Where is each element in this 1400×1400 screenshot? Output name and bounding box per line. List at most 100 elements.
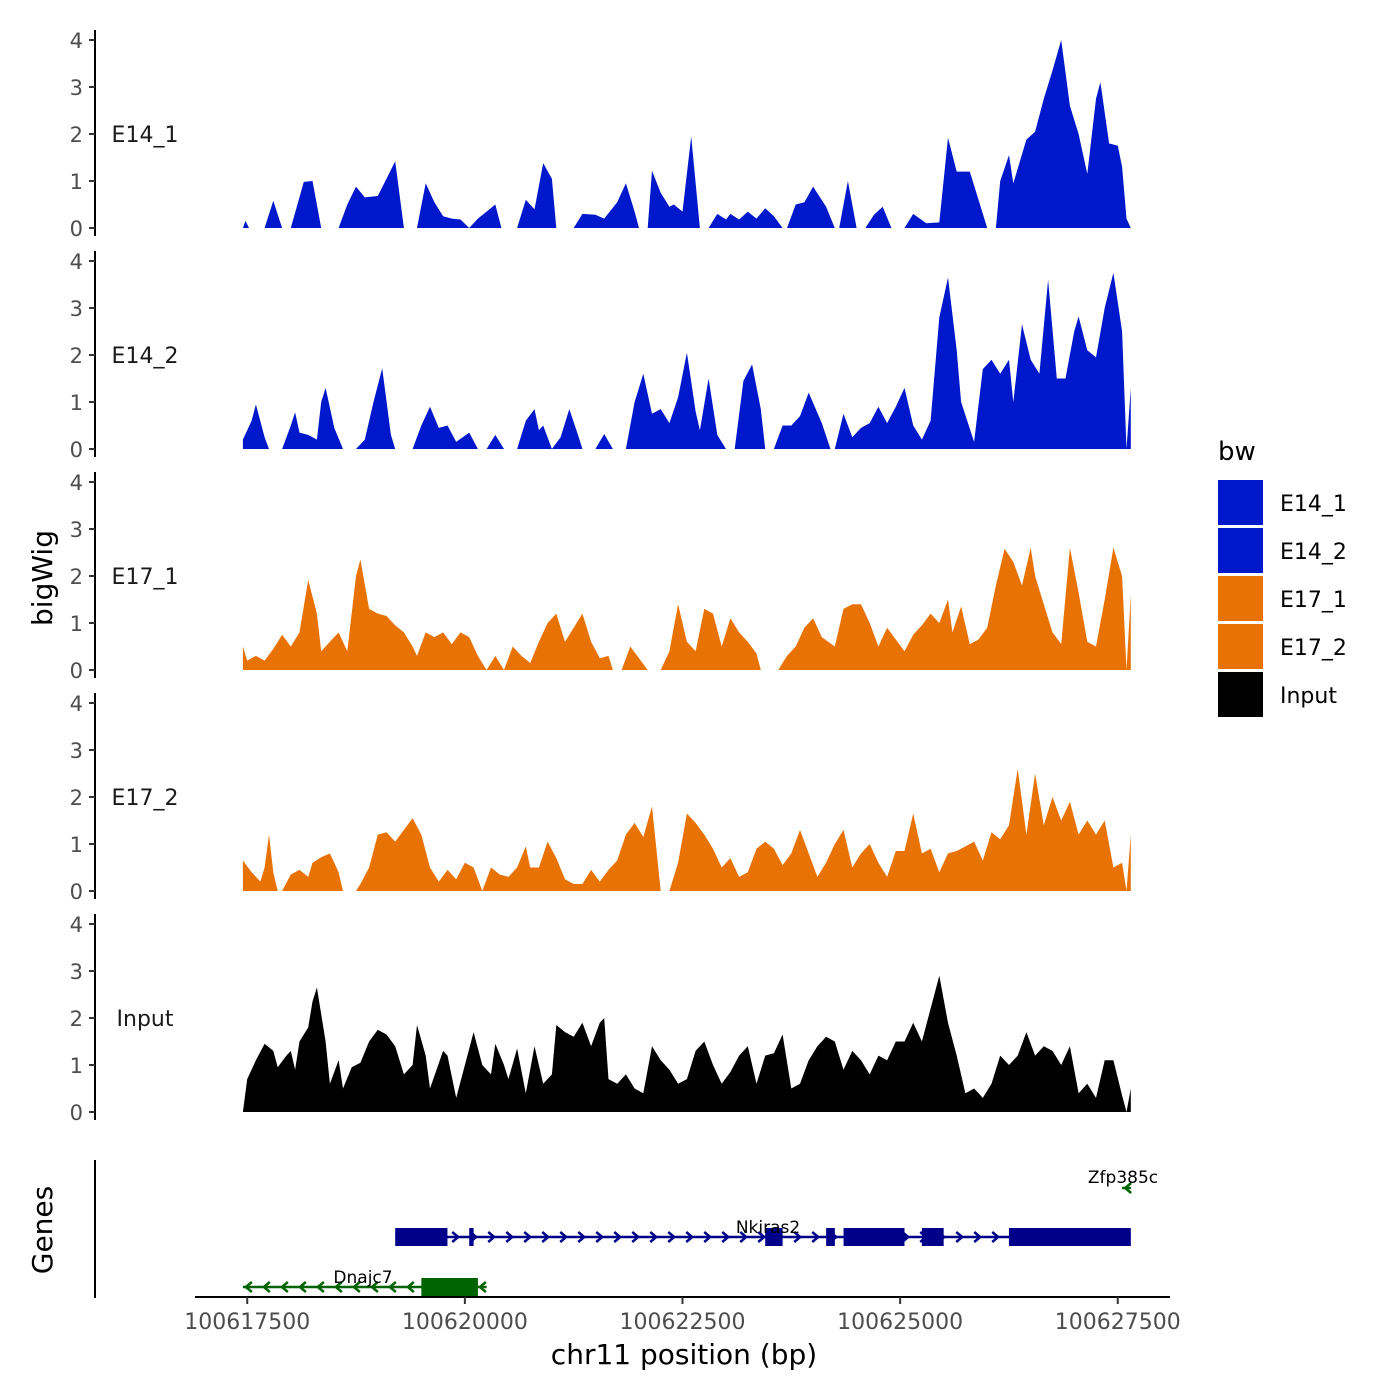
strand-arrow: [595, 1231, 605, 1243]
gene-Zfp385c: Zfp385c: [1088, 1168, 1158, 1194]
legend-label: E17_1: [1280, 588, 1347, 613]
genes-panel-title: Genes: [26, 1186, 59, 1274]
track-label: E17_1: [112, 565, 179, 590]
x-axis: 100617500 100620000 100622500 100625000 1006…: [184, 1296, 1181, 1335]
gene-label: Nkiras2: [736, 1218, 800, 1238]
y-tick-label: 4: [70, 692, 83, 716]
strand-arrow: [487, 1231, 497, 1243]
y-tick-label: 4: [70, 250, 83, 274]
legend-key-Input: [1218, 672, 1263, 717]
legend-key-E17_1: [1218, 576, 1263, 621]
exon: [826, 1228, 835, 1246]
strand-arrow: [739, 1231, 749, 1243]
y-tick-label: 0: [70, 217, 83, 241]
track-E14_2: 0 1 2 3 4 E14_2: [70, 250, 1131, 462]
track-label: E14_2: [112, 344, 179, 369]
area-E17_2: [242, 768, 1131, 891]
x-tick-label: 100620000: [402, 1310, 528, 1335]
gene-label: Dnajc7: [333, 1268, 392, 1288]
strand-arrow: [757, 1231, 767, 1243]
track-E17_1: 0 1 2 3 4 E17_1: [70, 471, 1131, 683]
x-tick-label: 100622500: [620, 1310, 746, 1335]
y-tick-label: 3: [70, 297, 83, 321]
track-label: E17_2: [112, 786, 179, 811]
x-tick-label: 100625000: [837, 1310, 963, 1335]
legend-label: E17_2: [1280, 636, 1347, 661]
strand-arrow: [1123, 1182, 1132, 1194]
y-tick-label: 3: [70, 739, 83, 763]
legend-key-E14_1: [1218, 480, 1263, 525]
strand-arrow: [477, 1281, 487, 1293]
strand-arrow: [577, 1231, 587, 1243]
strand-arrow: [351, 1281, 361, 1293]
gene-Nkiras2: Nkiras2: [395, 1218, 1131, 1246]
y-tick-label: 2: [70, 1007, 83, 1031]
legend-label: E14_2: [1280, 540, 1347, 565]
strand-arrow: [667, 1231, 677, 1243]
strand-arrow: [261, 1281, 271, 1293]
strand-arrow: [991, 1231, 1001, 1243]
strand-arrow: [451, 1231, 461, 1243]
strand-arrow: [297, 1281, 307, 1293]
exon: [765, 1228, 783, 1246]
legend-label: E14_1: [1280, 492, 1347, 517]
exon: [843, 1228, 905, 1246]
legend: bw E14_1 E14_2 E17_1 E17_2 Input: [1218, 437, 1347, 717]
y-tick-label: 3: [70, 76, 83, 100]
y-tick-label: 0: [70, 438, 83, 462]
strand-arrow: [523, 1231, 533, 1243]
strand-arrow: [559, 1231, 569, 1243]
strand-arrow: [405, 1281, 415, 1293]
y-tick-label: 0: [70, 1101, 83, 1125]
strand-arrow: [369, 1281, 379, 1293]
strand-arrow: [685, 1231, 695, 1243]
area-E14_1: [242, 40, 1131, 228]
y-tick-label: 4: [70, 29, 83, 53]
exon: [395, 1228, 448, 1246]
track-label: E14_1: [112, 123, 179, 148]
y-tick-label: 3: [70, 960, 83, 984]
strand-arrow: [703, 1231, 713, 1243]
y-tick-label: 0: [70, 659, 83, 683]
y-tick-label: 1: [70, 170, 83, 194]
x-axis-title: chr11 position (bp): [551, 1338, 817, 1371]
strand-arrow: [613, 1231, 623, 1243]
strand-arrow: [279, 1281, 289, 1293]
x-tick-label: 100617500: [184, 1310, 310, 1335]
y-tick-label: 1: [70, 612, 83, 636]
exon: [421, 1278, 478, 1296]
y-tick-label: 2: [70, 565, 83, 589]
strand-arrow: [541, 1231, 551, 1243]
area-E14_2: [242, 272, 1131, 449]
gene-Dnajc7: Dnajc7: [242, 1268, 487, 1296]
y-tick-label: 1: [70, 833, 83, 857]
strand-arrow: [631, 1231, 641, 1243]
y-tick-label: 2: [70, 123, 83, 147]
track-label: Input: [117, 1007, 174, 1032]
y-tick-label: 0: [70, 880, 83, 904]
legend-key-E14_2: [1218, 528, 1263, 573]
exon: [921, 1228, 944, 1246]
track-panels: 0 1 2 3 4 E14_1 0 1 2 3 4 E14_2 0 1 2 3 4 E17_1 0 1 2 3 4 E17_2…: [70, 29, 1131, 1125]
area-E17_1: [242, 547, 1131, 670]
track-Input: 0 1 2 3 4 Input: [70, 913, 1131, 1125]
genes-panel: Zfp385c Nkiras2 Dnajc7: [94, 1160, 1158, 1298]
strand-arrow: [315, 1281, 325, 1293]
track-E14_1: 0 1 2 3 4 E14_1: [70, 29, 1131, 241]
strand-arrow: [333, 1281, 343, 1293]
strand-arrow: [387, 1281, 397, 1293]
strand-arrow: [243, 1281, 253, 1293]
track-E17_2: 0 1 2 3 4 E17_2: [70, 692, 1131, 904]
strand-arrow: [721, 1231, 731, 1243]
y-tick-label: 1: [70, 1054, 83, 1078]
exon: [1008, 1228, 1131, 1246]
gene-label: Zfp385c: [1088, 1168, 1158, 1188]
legend-title: bw: [1218, 437, 1256, 467]
area-Input: [242, 975, 1131, 1112]
legend-label: Input: [1280, 684, 1337, 709]
y-tick-label: 1: [70, 391, 83, 415]
strand-arrow: [793, 1231, 803, 1243]
y-tick-label: 4: [70, 913, 83, 937]
x-tick-label: 100627500: [1055, 1310, 1181, 1335]
